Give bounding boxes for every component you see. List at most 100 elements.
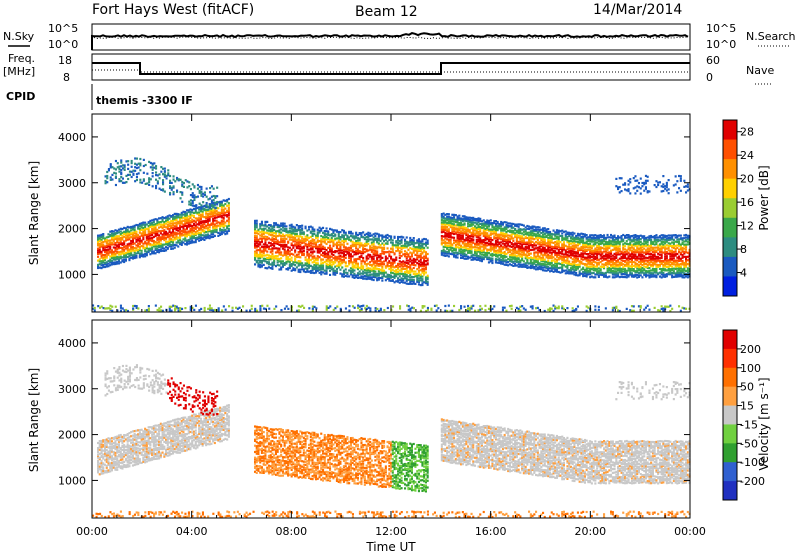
data-cell	[384, 242, 387, 245]
data-cell	[292, 240, 295, 243]
data-cell	[554, 233, 557, 236]
data-cell	[592, 269, 595, 272]
data-cell	[280, 251, 283, 254]
data-cell	[295, 228, 298, 231]
data-cell	[360, 234, 363, 237]
data-cell	[341, 234, 344, 237]
data-cell	[133, 256, 136, 260]
data-cell	[533, 225, 536, 228]
data-cell	[468, 243, 471, 246]
data-cell	[322, 236, 325, 239]
data-cell	[135, 232, 138, 235]
data-cell	[456, 219, 459, 222]
data-cell	[100, 264, 103, 267]
data-cell	[257, 249, 260, 252]
data-cell	[419, 252, 422, 255]
data-cell	[259, 225, 262, 228]
data-cell	[220, 204, 223, 207]
data-cell	[329, 255, 332, 258]
data-cell	[184, 220, 187, 223]
data-cell	[615, 272, 618, 275]
data-cell	[561, 269, 564, 272]
data-cell	[468, 245, 471, 248]
data-cell	[592, 236, 595, 239]
data-cell	[149, 223, 152, 226]
data-cell	[369, 246, 372, 249]
data-cell	[611, 239, 614, 242]
data-cell	[266, 236, 269, 239]
data-cell	[287, 258, 290, 261]
data-cell	[369, 261, 372, 264]
data-cell	[335, 241, 338, 244]
data-cell	[274, 223, 277, 226]
data-cell	[201, 220, 204, 223]
data-cell	[414, 246, 417, 249]
data-cell	[644, 256, 647, 259]
data-cell	[453, 247, 456, 250]
data-cell	[165, 243, 168, 246]
data-cell	[313, 260, 316, 264]
data-cell	[596, 258, 599, 261]
cpid-text: themis -3300 IF	[96, 94, 193, 107]
data-cell	[222, 214, 225, 217]
data-cell	[98, 263, 101, 266]
data-cell	[175, 218, 178, 221]
data-cell	[288, 250, 291, 253]
data-cell	[358, 246, 361, 249]
data-cell	[533, 228, 536, 231]
data-cell	[636, 265, 639, 268]
data-cell	[536, 258, 539, 261]
data-cell	[119, 250, 122, 253]
data-cell	[479, 219, 482, 222]
data-cell	[494, 258, 497, 261]
data-cell	[112, 252, 115, 255]
data-cell	[629, 253, 632, 256]
data-cell	[353, 258, 356, 261]
data-cell	[517, 230, 520, 233]
data-cell	[424, 253, 427, 256]
data-cell	[393, 261, 396, 264]
data-cell	[379, 246, 382, 249]
data-cell	[446, 215, 449, 218]
data-cell	[637, 235, 640, 238]
data-cell	[529, 231, 532, 234]
data-cell	[421, 267, 424, 270]
data-cell	[105, 256, 108, 259]
data-cell	[561, 259, 564, 262]
data-cell	[494, 255, 497, 258]
data-cell	[278, 241, 281, 244]
data-cell	[355, 253, 358, 256]
data-cell	[137, 248, 140, 251]
data-cell	[453, 228, 456, 231]
data-cell	[175, 215, 178, 218]
data-cell	[117, 262, 120, 265]
data-cell	[131, 237, 134, 240]
data-cell	[182, 234, 185, 237]
data-cell	[367, 267, 370, 270]
data-cell	[184, 224, 187, 227]
data-cell	[519, 253, 522, 256]
data-cell	[407, 243, 410, 246]
data-cell	[644, 265, 647, 269]
data-cell	[543, 238, 546, 241]
data-cell	[320, 248, 323, 251]
data-cell	[651, 241, 654, 244]
data-cell	[538, 255, 541, 258]
data-cell	[564, 235, 567, 238]
data-cell	[412, 276, 415, 279]
data-cell	[531, 245, 534, 249]
data-cell	[568, 240, 571, 243]
data-cell	[610, 240, 613, 243]
data-cell	[507, 247, 510, 250]
data-cell	[398, 246, 401, 249]
data-cell	[152, 223, 155, 226]
data-cell	[138, 237, 141, 240]
data-cell	[419, 244, 422, 248]
data-cell	[362, 231, 365, 234]
data-cell	[442, 230, 445, 233]
data-cell	[590, 255, 593, 258]
data-cell	[114, 250, 117, 253]
data-cell	[603, 247, 606, 250]
data-cell	[517, 244, 520, 247]
data-cell	[226, 219, 229, 222]
